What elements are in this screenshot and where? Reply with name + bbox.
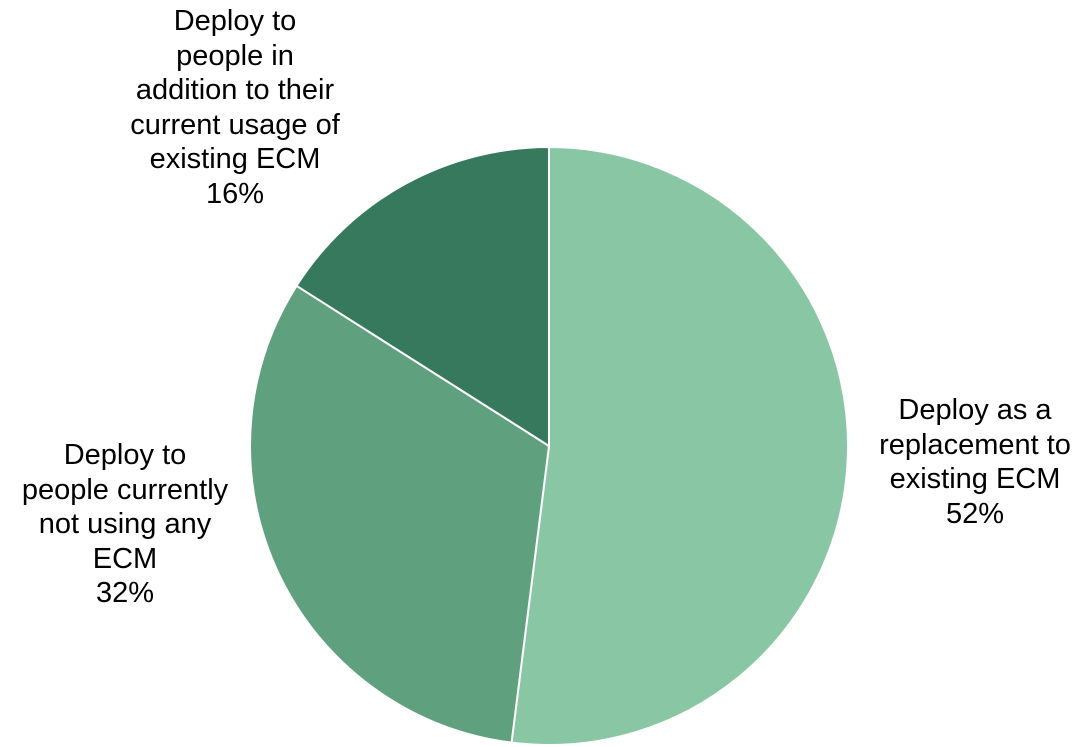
slice-label-not-using: Deploy to people currently not using any…	[0, 438, 250, 611]
label-line: people currently	[21, 473, 229, 506]
label-line: people in	[176, 39, 294, 72]
pie-slice-not-using	[249, 284, 550, 744]
label-line: ECM	[92, 542, 158, 575]
label-line: addition to their	[135, 74, 335, 106]
percent-label: 16%	[205, 177, 265, 210]
label-line: Deploy as a	[898, 394, 1052, 426]
label-line: Deploy to	[63, 439, 187, 471]
label-line: Deploy to	[173, 5, 297, 37]
slice-label-in-addition: Deploy to people in addition to their cu…	[105, 4, 365, 211]
pie-slices	[249, 146, 849, 746]
label-line: not using any	[38, 508, 212, 540]
slice-label-replacement: Deploy as a replacement to existing ECM …	[865, 393, 1080, 531]
pie-slice-in-addition	[295, 146, 550, 447]
label-line: existing ECM	[149, 143, 321, 175]
label-line: current usage of	[130, 108, 340, 141]
percent-label: 52%	[945, 497, 1005, 530]
label-line: replacement to	[879, 428, 1071, 461]
pie-slice-replacement	[510, 146, 849, 746]
percent-label: 32%	[95, 577, 155, 609]
label-line: existing ECM	[889, 463, 1061, 495]
